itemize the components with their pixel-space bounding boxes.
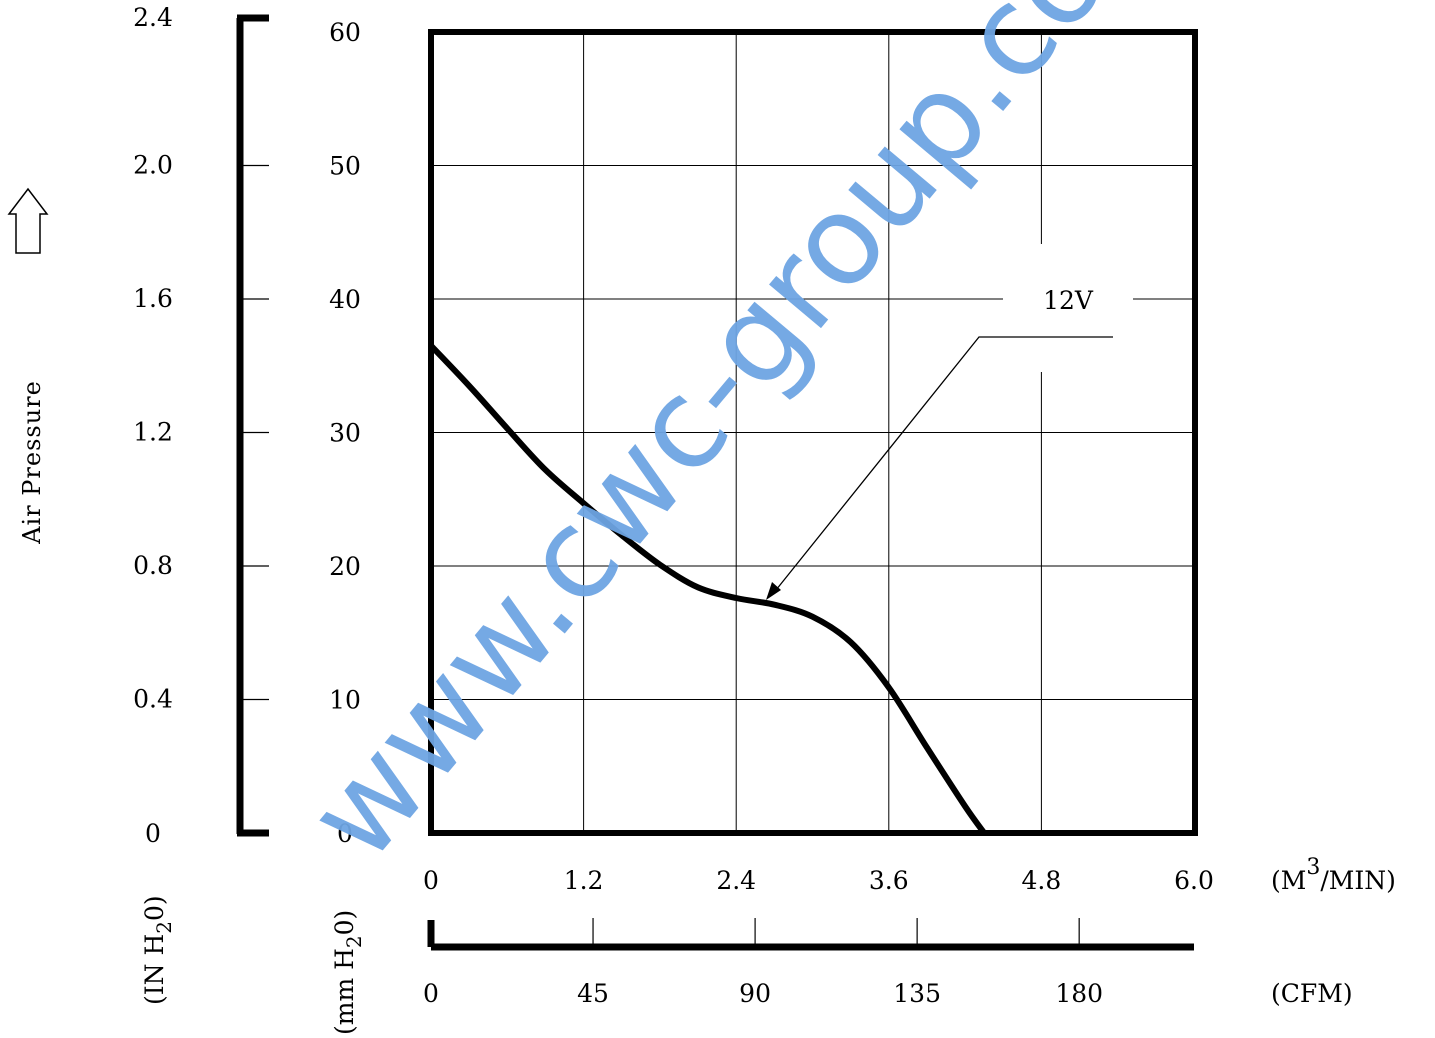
x-tick-label: 4.8 xyxy=(1022,866,1062,895)
watermark-text: www.cwc-group.com xyxy=(281,0,1214,887)
right-unit-label: (mm H20) xyxy=(330,910,366,1035)
left-scale-bracket xyxy=(236,14,269,837)
cfm-axis-bar xyxy=(427,920,1194,951)
right-tick-label: 60 xyxy=(329,18,361,47)
cfm-tick-label: 180 xyxy=(1055,979,1103,1008)
series-line-12v xyxy=(428,342,988,836)
plot-grid xyxy=(431,32,1194,833)
cfm-tick-label: 45 xyxy=(577,979,609,1008)
right-tick-label: 40 xyxy=(329,285,361,314)
right-tick-label: 20 xyxy=(329,552,361,581)
x-tick-label: 6.0 xyxy=(1174,866,1214,895)
left-unit-label: (IN H20) xyxy=(140,895,176,1005)
left-tick-label: 0.4 xyxy=(133,685,173,714)
up-arrow-icon xyxy=(7,187,49,254)
left-tick-label: 2.0 xyxy=(133,151,173,180)
curve-label-bg xyxy=(1003,244,1133,372)
series-leader-line xyxy=(766,336,1113,600)
x-tick-label: 0 xyxy=(423,866,439,895)
right-tick-label: 30 xyxy=(329,419,361,448)
x-tick-label: 3.6 xyxy=(869,866,909,895)
plot-frame xyxy=(428,29,1198,836)
x-tick-label: 2.4 xyxy=(716,866,756,895)
right-tick-label: 50 xyxy=(329,152,361,181)
y-axis-title: Air Pressure xyxy=(18,380,46,545)
right-scale-tick-labels: 0 10 20 30 40 50 60 xyxy=(329,18,361,848)
x-tick-label: 1.2 xyxy=(564,866,604,895)
cfm-tick-label: 90 xyxy=(739,979,771,1008)
cfm-unit-label: (CFM) xyxy=(1271,979,1353,1008)
left-tick-label: 1.2 xyxy=(133,418,173,447)
cfm-tick-label: 0 xyxy=(423,979,439,1008)
left-tick-label: 0 xyxy=(145,819,161,848)
cfm-tick-label: 135 xyxy=(893,979,941,1008)
left-scale-tick-labels: 0 0.4 0.8 1.2 1.6 2.0 2.4 xyxy=(133,3,173,848)
right-tick-label: 0 xyxy=(337,819,353,848)
cfm-axis-ticks xyxy=(592,918,1080,947)
right-tick-label: 10 xyxy=(329,686,361,715)
x-axis-tick-labels: 0 1.2 2.4 3.6 4.8 6.0 xyxy=(423,866,1214,895)
left-scale-ticks xyxy=(240,164,269,701)
left-tick-label: 2.4 xyxy=(133,3,173,32)
series-label-12v: 12V xyxy=(1043,286,1094,315)
x-unit-label: (M3/MIN) xyxy=(1271,855,1396,895)
left-tick-label: 0.8 xyxy=(133,551,173,580)
cfm-axis-tick-labels: 0 45 90 135 180 xyxy=(423,979,1103,1008)
left-tick-label: 1.6 xyxy=(133,284,173,313)
